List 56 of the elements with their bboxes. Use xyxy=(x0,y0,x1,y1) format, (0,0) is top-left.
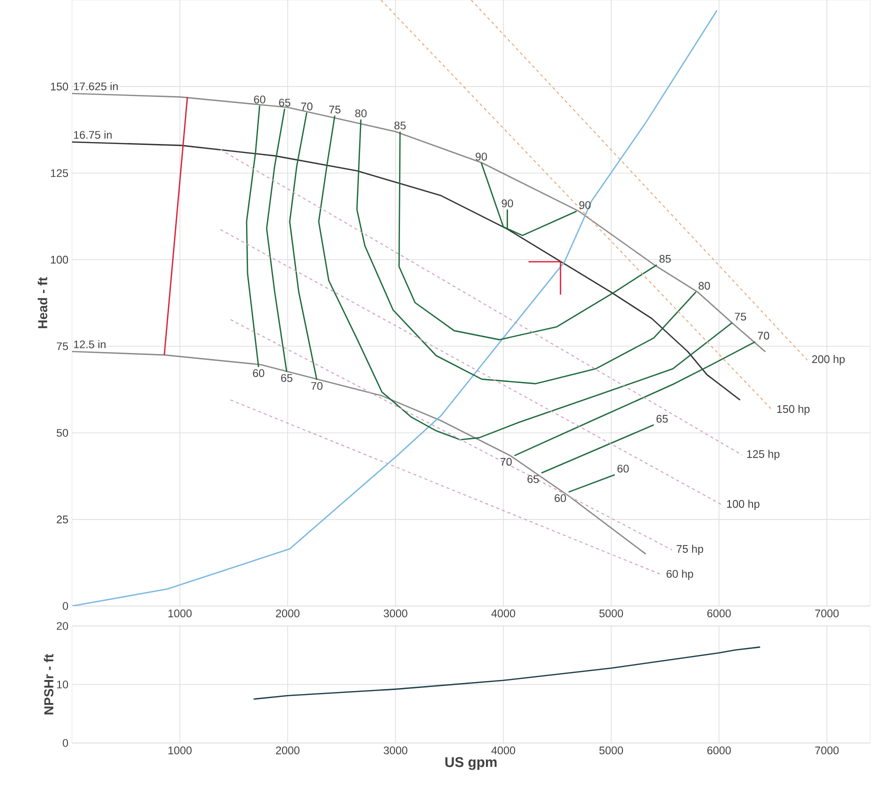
x-tick-label: 1000 xyxy=(168,746,192,754)
x-tick-label: 7000 xyxy=(815,610,839,618)
annotation: 85 xyxy=(394,122,406,130)
annotation: 90 xyxy=(502,200,514,208)
x-tick-label: 7000 xyxy=(815,746,839,754)
y-tick-label: 150 xyxy=(50,82,68,90)
annotation: 70 xyxy=(500,458,512,466)
y-tick-label: 50 xyxy=(56,428,68,437)
annotation: 60 xyxy=(254,96,266,104)
annotation: 70 xyxy=(758,332,770,340)
y-tick-label: 10 xyxy=(57,680,68,688)
y-tick-label: 25 xyxy=(56,516,68,524)
x-axis-title: US gpm xyxy=(445,757,497,770)
series-label: 150 hp xyxy=(777,404,810,416)
x-tick-label: 4000 xyxy=(491,746,516,754)
annotation: 60 xyxy=(253,369,264,378)
annotation: 85 xyxy=(659,254,671,263)
annotation: 80 xyxy=(355,109,367,118)
x-tick-label: 6000 xyxy=(707,746,731,754)
annotation: 90 xyxy=(476,152,487,161)
annotation: 65 xyxy=(279,98,290,107)
x-tick-label: 2000 xyxy=(276,610,300,618)
series-label: 100 hp xyxy=(727,500,760,510)
series-label: 60 hp xyxy=(666,570,694,580)
annotation: 75 xyxy=(734,312,746,321)
annotation: 60 xyxy=(554,494,566,502)
x-tick-label: 1000 xyxy=(168,610,192,618)
series-label: 125 hp xyxy=(747,450,780,460)
y-axis-title: Head - ft xyxy=(38,277,48,328)
annotation: 60 xyxy=(618,464,629,473)
x-tick-label: 2000 xyxy=(276,746,300,754)
series-label: 200 hp xyxy=(812,355,845,366)
x-tick-label: 6000 xyxy=(707,610,731,618)
series-label: 75 hp xyxy=(676,544,704,556)
annotation: 65 xyxy=(528,475,539,484)
y-tick-label: 100 xyxy=(50,256,68,264)
annotation: 70 xyxy=(311,382,322,390)
y-tick-label: 75 xyxy=(56,342,68,350)
series-label: 17.625 in xyxy=(74,82,118,90)
x-tick-label: 3000 xyxy=(384,610,408,618)
annotation: 80 xyxy=(698,282,710,290)
annotation: 65 xyxy=(656,414,668,423)
x-tick-label: 5000 xyxy=(599,746,623,754)
y-tick-label: 0 xyxy=(62,602,68,610)
annotation: 75 xyxy=(329,106,340,114)
x-tick-label: 4000 xyxy=(491,610,516,618)
x-tick-label: 3000 xyxy=(384,746,408,754)
annotation: 70 xyxy=(301,102,312,110)
y-tick-label: 20 xyxy=(56,622,68,630)
y-tick-label: 0 xyxy=(62,739,68,747)
series-label: 12.5 in xyxy=(74,340,106,348)
x-tick-label: 5000 xyxy=(599,610,623,618)
annotation: 65 xyxy=(281,374,292,382)
y-axis-title: NPSHr - ft xyxy=(44,654,54,714)
y-tick-label: 125 xyxy=(50,169,68,178)
series-label: 16.75 in xyxy=(74,130,112,139)
